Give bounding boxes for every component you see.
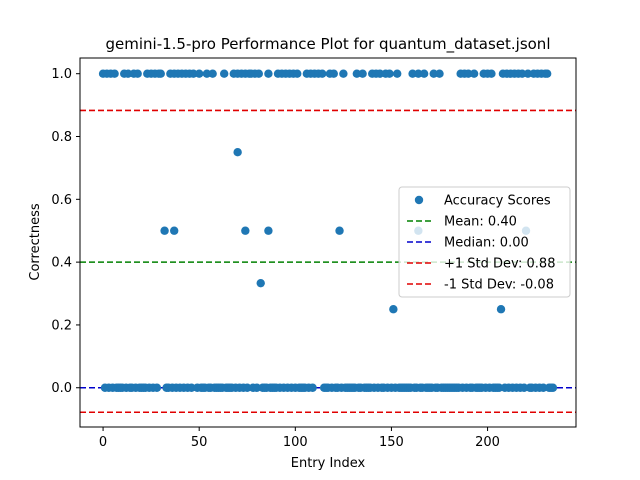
data-point — [393, 69, 402, 78]
data-point — [156, 69, 165, 78]
data-point — [264, 69, 273, 78]
y-axis-ticks: 0.0 0.2 0.4 0.6 0.8 1.0 — [51, 67, 80, 396]
data-point — [241, 226, 250, 235]
data-point — [375, 69, 385, 78]
data-point — [243, 383, 252, 392]
plot-frame — [79, 57, 577, 428]
data-point — [254, 69, 263, 78]
legend-label: Median: 0.00 — [444, 236, 529, 251]
x-tick-label: 100 — [283, 435, 308, 450]
data-point — [389, 305, 398, 314]
legend: Accuracy Scores Mean: 0.40 Median: 0.00 +1 … — [398, 186, 571, 298]
data-point — [329, 69, 338, 78]
data-point — [133, 69, 142, 78]
data-point — [487, 69, 496, 78]
data-points — [98, 69, 558, 392]
data-point — [408, 69, 417, 78]
data-point — [548, 383, 558, 392]
data-point — [419, 69, 429, 78]
data-point — [202, 69, 212, 78]
data-point — [194, 69, 204, 78]
x-tick-label: 0 — [99, 435, 107, 450]
data-point — [293, 69, 302, 78]
legend-label: -1 Std Dev: -0.08 — [444, 278, 554, 293]
y-tick-label: 0.4 — [51, 256, 72, 271]
legend-box — [398, 186, 571, 298]
data-point — [494, 383, 504, 392]
chart-title: gemini-1.5-pro Performance Plot for quan… — [106, 35, 551, 54]
x-tick-label: 50 — [191, 435, 208, 450]
data-point — [517, 69, 527, 78]
legend-label: Accuracy Scores — [444, 194, 551, 209]
y-tick-label: 0.8 — [51, 130, 72, 145]
legend-items: Accuracy Scores Mean: 0.40 Median: 0.00 +1 … — [407, 194, 555, 293]
data-point — [318, 69, 327, 78]
data-point — [110, 69, 119, 78]
data-point — [160, 226, 169, 235]
data-point — [435, 69, 444, 78]
x-tick-label: 150 — [379, 435, 404, 450]
data-point — [219, 69, 229, 78]
data-point — [523, 69, 533, 78]
data-point — [308, 383, 317, 392]
legend-marker — [414, 195, 424, 205]
y-tick-label: 0.0 — [51, 381, 72, 396]
data-point — [187, 383, 196, 392]
plot-area — [80, 69, 576, 414]
data-point — [264, 226, 273, 235]
legend-label: Mean: 0.40 — [444, 215, 517, 230]
data-point — [352, 69, 362, 78]
y-tick-label: 0.2 — [51, 318, 72, 333]
data-point — [189, 69, 198, 78]
data-point — [233, 148, 242, 157]
data-point — [414, 69, 423, 78]
data-point — [339, 69, 348, 78]
legend-label: +1 Std Dev: 0.88 — [444, 257, 555, 272]
data-point — [496, 305, 506, 314]
y-tick-label: 0.6 — [51, 193, 72, 208]
data-point — [208, 69, 217, 78]
data-point — [542, 69, 552, 78]
data-point — [539, 383, 548, 392]
data-point — [252, 383, 262, 392]
data-point — [385, 69, 394, 78]
data-point — [170, 226, 179, 235]
data-point — [429, 69, 438, 78]
data-point — [256, 278, 265, 288]
data-point — [152, 383, 162, 392]
data-point — [335, 226, 344, 235]
x-axis-ticks: 0 50 100 150 200 — [99, 427, 500, 450]
data-point — [464, 69, 473, 78]
x-axis-label: Entry Index — [291, 456, 366, 471]
y-axis-label: Correctness — [28, 203, 43, 280]
x-tick-label: 200 — [475, 435, 500, 450]
data-point — [358, 69, 367, 78]
data-point — [123, 69, 133, 78]
data-point — [519, 383, 529, 392]
data-point — [469, 69, 479, 78]
y-tick-label: 1.0 — [51, 67, 72, 82]
